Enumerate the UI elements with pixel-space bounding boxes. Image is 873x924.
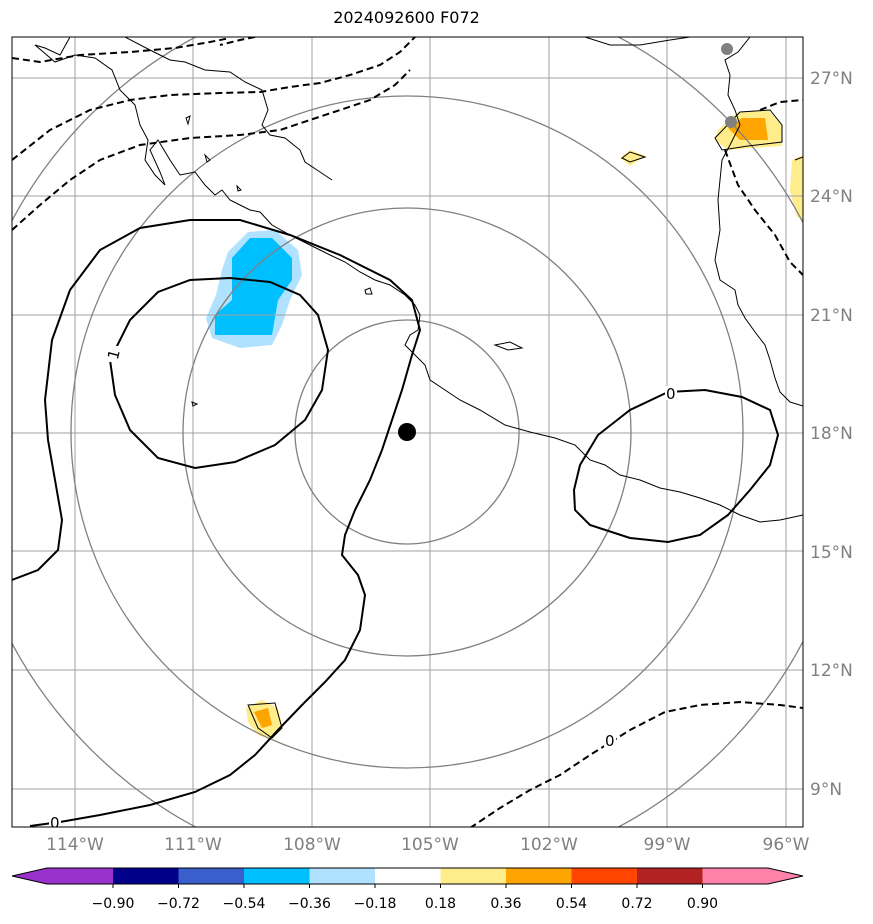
svg-text:−0.54: −0.54 <box>223 896 266 912</box>
svg-text:0: 0 <box>666 385 676 403</box>
svg-text:0.18: 0.18 <box>425 896 456 912</box>
longitude-labels: 114°W 111°W 108°W 105°W 102°W 99°W 96°W <box>46 835 810 855</box>
svg-text:−0.36: −0.36 <box>288 896 331 912</box>
colorbar-swatch <box>113 868 179 884</box>
svg-text:114°W: 114°W <box>46 835 104 855</box>
colorbar-swatch <box>571 868 637 884</box>
svg-text:−0.72: −0.72 <box>157 896 200 912</box>
colorbar-swatch <box>506 868 572 884</box>
svg-text:105°W: 105°W <box>401 835 459 855</box>
svg-text:27°N: 27°N <box>810 69 853 89</box>
svg-text:−0.90: −0.90 <box>92 896 135 912</box>
svg-text:24°N: 24°N <box>810 187 853 207</box>
graticule <box>12 37 803 827</box>
svg-text:12°N: 12°N <box>810 661 853 681</box>
colorbar-swatch <box>702 868 803 884</box>
range-rings <box>12 37 803 827</box>
station-marker <box>721 43 733 55</box>
svg-text:1: 1 <box>104 348 124 362</box>
colorbar-labels: −0.90 −0.72 −0.54 −0.36 −0.18 0.18 0.36 … <box>92 896 719 912</box>
shaded-field-negative <box>206 230 302 348</box>
colorbar-swatch <box>440 868 506 884</box>
contour-label-0b: 0 <box>604 732 616 750</box>
colorbar-swatch <box>637 868 703 884</box>
colorbar-outline <box>11 867 804 885</box>
colorbar-swatch <box>375 868 441 884</box>
svg-text:18°N: 18°N <box>810 424 853 444</box>
svg-text:0: 0 <box>50 814 60 832</box>
map-frame <box>11 36 804 828</box>
svg-text:15°N: 15°N <box>810 543 853 563</box>
contour-label-1: 1 <box>104 346 124 362</box>
colorbar: −0.90 −0.72 −0.54 −0.36 −0.18 0.18 0.36 … <box>11 867 804 912</box>
colorbar-swatch <box>12 868 113 884</box>
colorbar-swatch <box>178 868 244 884</box>
svg-text:102°W: 102°W <box>520 835 578 855</box>
colorbar-ticks <box>112 884 703 888</box>
svg-text:96°W: 96°W <box>763 835 810 855</box>
contours-solid <box>12 219 780 827</box>
colorbar-segments <box>12 868 803 884</box>
svg-text:21°N: 21°N <box>810 306 853 326</box>
svg-text:0.90: 0.90 <box>687 896 718 912</box>
contours-dashed <box>12 37 803 827</box>
contour-label-0a: 0 <box>665 385 677 403</box>
map-title: 2024092600 F072 <box>333 8 480 27</box>
svg-text:0: 0 <box>605 732 615 750</box>
svg-text:0.72: 0.72 <box>621 896 652 912</box>
storm-center-marker <box>398 423 416 441</box>
svg-text:0.54: 0.54 <box>556 896 587 912</box>
svg-text:99°W: 99°W <box>644 835 691 855</box>
contour-label-0c: 0 <box>49 814 61 832</box>
svg-text:9°N: 9°N <box>810 780 842 800</box>
coastlines <box>34 37 803 739</box>
svg-text:−0.18: −0.18 <box>354 896 397 912</box>
latitude-labels: 27°N 24°N 21°N 18°N 15°N 12°N 9°N <box>810 69 853 800</box>
station-marker <box>725 116 737 128</box>
svg-text:108°W: 108°W <box>283 835 341 855</box>
colorbar-swatch <box>309 868 375 884</box>
colorbar-swatch <box>244 868 310 884</box>
svg-text:111°W: 111°W <box>164 835 222 855</box>
shaded-field-positive <box>246 110 803 740</box>
svg-text:0.36: 0.36 <box>490 896 521 912</box>
